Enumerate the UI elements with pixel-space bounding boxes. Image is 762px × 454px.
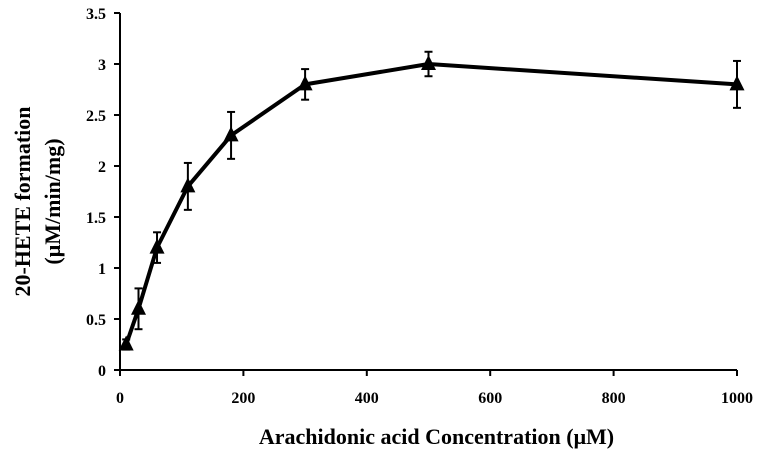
data-point-triangle [297, 75, 313, 91]
x-axis-title: Arachidonic acid Concentration (μM) [259, 424, 614, 449]
x-tick-label: 800 [602, 390, 626, 407]
y-tick-label: 0 [98, 363, 106, 380]
data-point-triangle [149, 238, 165, 254]
y-axis-title-line-1: 20-HETE formation [10, 106, 35, 296]
series-line [124, 62, 738, 346]
series-layer [118, 50, 745, 351]
y-tick-label: 3.5 [86, 6, 106, 23]
data-point-triangle [223, 126, 239, 142]
y-tick-label: 0.5 [86, 312, 106, 329]
data-point-triangle [180, 177, 196, 193]
x-tick-label: 200 [231, 390, 255, 407]
y-tick-label: 1 [98, 261, 106, 278]
y-axis-title-line-2: (μM/min/mg) [40, 138, 65, 264]
x-tick-label: 0 [116, 390, 124, 407]
y-tick-label: 3 [98, 57, 106, 74]
y-tick-label: 2 [98, 159, 106, 176]
data-point-triangle [118, 335, 134, 351]
x-tick-label: 1000 [721, 390, 753, 407]
data-point-triangle [729, 75, 745, 91]
y-tick-label: 2.5 [86, 108, 106, 125]
axes [119, 13, 737, 371]
y-axis-ticks: 0 0.5 1 1.5 2 2.5 3 3.5 [86, 6, 120, 380]
data-point-triangle [131, 299, 147, 315]
x-tick-label: 400 [355, 390, 379, 407]
y-tick-label: 1.5 [86, 210, 106, 227]
x-axis-ticks: 0 200 400 600 800 1000 [116, 370, 753, 407]
data-point-triangle [421, 55, 436, 70]
x-tick-label: 600 [478, 390, 502, 407]
